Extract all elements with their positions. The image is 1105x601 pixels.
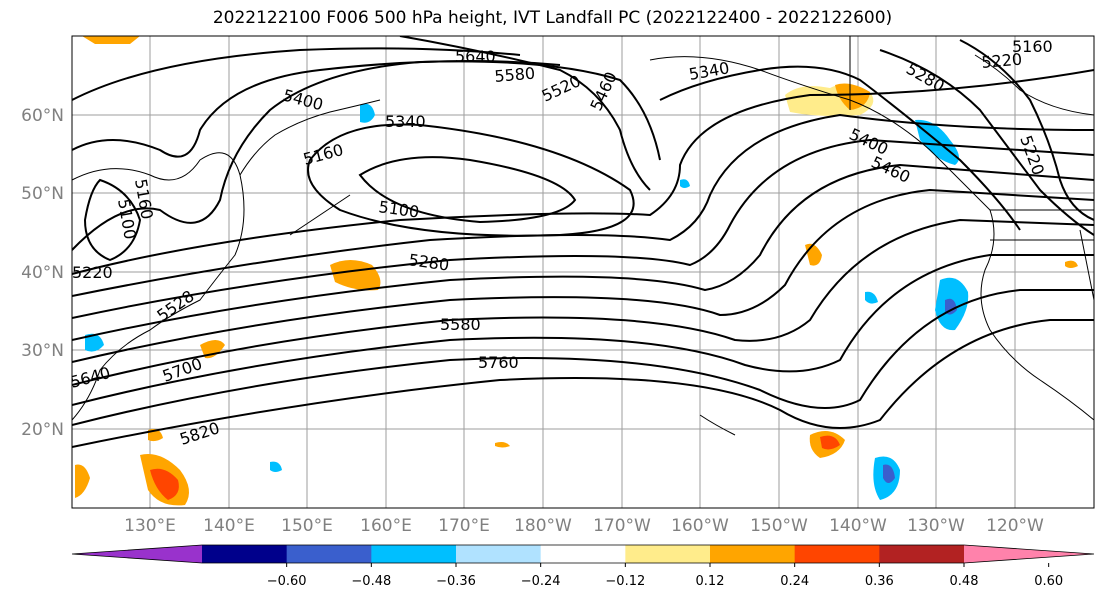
colorbar-segment <box>456 545 542 563</box>
colorbar-tick-label: −0.36 <box>436 574 476 589</box>
contour-label: 5640 <box>455 47 496 66</box>
lon-label: 180°W <box>514 516 572 536</box>
lat-label: 20°N <box>21 420 64 440</box>
lon-label: 140°E <box>203 516 255 536</box>
lon-label: 150°W <box>750 516 808 536</box>
lon-label: 130°E <box>124 516 176 536</box>
contour-label: 5160 <box>1012 37 1053 56</box>
lat-label: 30°N <box>21 341 64 361</box>
lon-label: 170°W <box>593 516 651 536</box>
latitude-labels: 60°N 50°N 40°N 30°N 20°N <box>21 106 64 440</box>
colorbar-extend-high <box>964 545 1094 563</box>
lon-label: 150°E <box>281 516 333 536</box>
colorbar-segment <box>625 545 711 563</box>
colorbar-segment <box>286 545 372 563</box>
lon-label: 170°E <box>438 516 490 536</box>
colorbar-segment <box>371 545 457 563</box>
colorbar-segment <box>794 545 880 563</box>
graticule <box>72 36 1094 508</box>
colorbar-tick-label: 0.60 <box>1034 574 1063 589</box>
contour-label: 5220 <box>72 263 113 282</box>
colorbar-tick-label: 0.24 <box>780 574 809 589</box>
height-contours <box>72 36 1094 448</box>
colorbar: −0.60 −0.48 −0.36 −0.24 −0.12 0.12 0.24 0.36 0.4… <box>71 544 1095 589</box>
map-frame <box>71 35 1095 509</box>
colorbar-tick-label: −0.48 <box>351 574 391 589</box>
lon-label: 130°W <box>907 516 965 536</box>
colorbar-tick-label: −0.24 <box>521 574 561 589</box>
colorbar-segment <box>710 545 796 563</box>
lat-label: 40°N <box>21 263 64 283</box>
colorbar-tick-label: −0.60 <box>267 574 307 589</box>
colorbar-segment <box>879 545 965 563</box>
colorbar-segment <box>540 545 626 563</box>
colorbar-tick-label: 0.12 <box>696 574 725 589</box>
contour-label: 5580 <box>440 315 481 334</box>
ivt-shading <box>75 36 1078 506</box>
lon-label: 120°W <box>986 516 1044 536</box>
contour-label: 5220 <box>981 50 1023 72</box>
lon-label: 160°W <box>671 516 729 536</box>
colorbar-outline <box>71 544 1095 564</box>
longitude-labels: 130°E 140°E 150°E 160°E 170°E 180°W 170°… <box>124 516 1044 536</box>
contour-label: 5760 <box>478 353 519 372</box>
contour-label: 5340 <box>385 112 426 131</box>
coastlines <box>72 36 1094 436</box>
colorbar-tick-label: 0.48 <box>950 574 979 589</box>
figure-title: 2022122100 F006 500 hPa height, IVT Land… <box>212 8 893 28</box>
colorbar-tick-label: −0.12 <box>605 574 645 589</box>
colorbar-tick-label: 0.36 <box>865 574 894 589</box>
lon-label: 160°E <box>360 516 412 536</box>
contour-label: 5580 <box>494 64 536 86</box>
lat-label: 50°N <box>21 184 64 204</box>
lat-label: 60°N <box>21 106 64 126</box>
lon-label: 140°W <box>829 516 887 536</box>
colorbar-extend-low <box>72 545 202 563</box>
colorbar-segment <box>202 545 288 563</box>
